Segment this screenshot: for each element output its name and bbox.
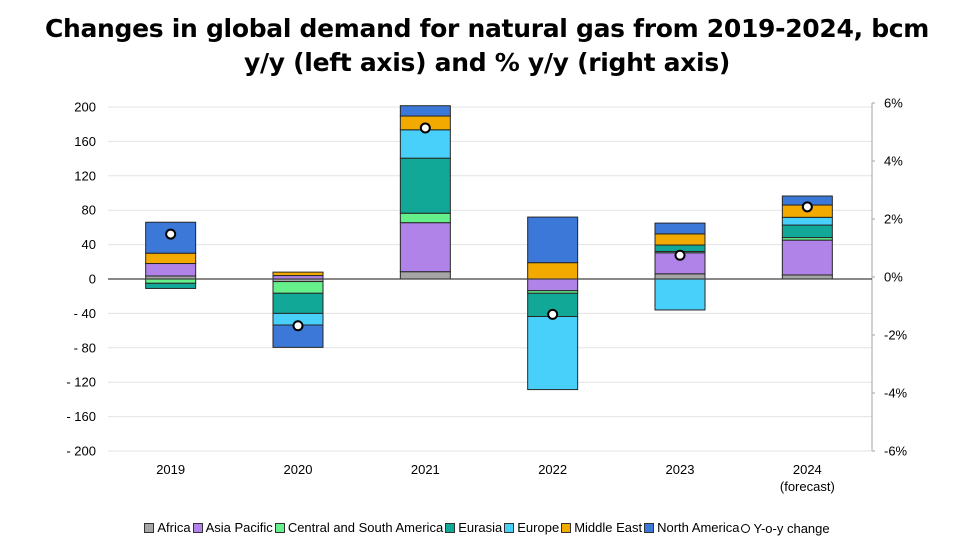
legend: Africa Asia Pacific Central and South Amer… [0,520,974,536]
bar-segment-africa [399,271,451,280]
legend-swatch [445,522,456,533]
y-tick-label: 200 [74,100,96,115]
y2-tick-label: -6% [884,444,908,459]
legend-item-north-america: North America [644,520,739,535]
bars [145,105,833,391]
bar-group-2020 [272,271,324,348]
bar-group-2022 [527,216,579,391]
y-tick-label: 120 [74,168,96,183]
legend-item-middle-east: Middle East [561,520,642,535]
legend-item-central-and-south-america: Central and South America [274,520,444,535]
bar-group-2021 [399,105,451,280]
legend-label: Europe [517,520,560,535]
bar-segment-middle-east [654,233,706,246]
y-tick-label: - 160 [66,409,96,424]
bar-segment-eurasia [145,282,197,289]
bar-segment-middle-east [272,271,324,277]
y2-tick-label: 2% [884,212,903,227]
bar-segment-asia-pacific [527,278,579,292]
bar-segment-africa [654,273,706,280]
y-tick-label: - 200 [66,444,96,459]
legend-label: Middle East [574,520,643,535]
yoy-points [165,122,813,332]
bar-segment-asia-pacific [145,263,197,277]
y-tick-label: - 120 [66,375,96,390]
legend-label: North America [657,520,740,535]
y2-tick-label: 0% [884,270,903,285]
y2-tick-label: -4% [884,386,908,401]
bar-segment-asia-pacific [781,239,833,276]
y-tick-label: 80 [82,203,96,218]
gridlines [108,106,872,452]
y-axis-left: 200 160 120 80 40 0 - 40 - 80 - 120 - 160 - 200 [66,100,96,459]
y2-tick-label: -2% [884,328,908,343]
legend-item-asia-pacific: Asia Pacific [192,520,273,535]
y-axis-right: 6% 4% 2% 0% -2% -4% -6% [871,96,908,459]
legend-swatch [274,522,285,533]
bar-segment-eurasia [781,224,833,239]
x-tick-label: 2022 [538,462,567,477]
y-tick-label: - 80 [74,340,96,355]
chart-title-line-2: y/y (left axis) and % y/y (right axis) [243,48,731,77]
bar-segment-middle-east [527,262,579,280]
bar-segment-middle-east [145,252,197,265]
chart-title: Changes in global demand for natural gas… [0,12,974,80]
x-tick-sublabel: (forecast) [780,479,835,494]
legend-item-europe: Europe [504,520,559,535]
y-tick-label: - 40 [74,306,96,321]
y-tick-label: 160 [74,134,96,149]
legend-swatch [192,522,203,533]
yoy-point [674,249,686,261]
legend-swatch [644,522,655,533]
x-tick-label: 2024 [793,462,822,477]
yoy-point [419,122,431,134]
y2-tick-label: 6% [884,96,903,111]
bar-segment-europe [399,129,451,159]
bar-group-2019 [145,221,197,289]
bar-segment-eurasia [399,157,451,214]
legend-label: Eurasia [458,520,503,535]
legend-swatch [144,522,155,533]
legend-circle-marker [741,523,751,533]
legend-item-yoy-change: Y-o-y change [741,520,830,536]
bar-segment-asia-pacific [399,222,451,273]
bar-segment-central-and-south-america [272,281,324,294]
yoy-point [547,308,559,320]
yoy-point [801,201,813,213]
y-tick-label: 0 [89,272,96,287]
yoy-point [292,320,304,332]
chart-title-line-1: Changes in global demand for natural gas… [44,14,930,43]
bar-group-2023 [654,222,706,311]
x-tick-label: 2023 [666,462,695,477]
legend-item-eurasia: Eurasia [445,520,502,535]
legend-label: Y-o-y change [753,520,830,536]
bar-segment-eurasia [272,292,324,314]
legend-item-africa: Africa [144,520,191,535]
legend-swatch [504,522,515,533]
legend-label: Asia Pacific [205,520,273,535]
x-axis: 2019 2020 2021 2022 2023 2024 (forecast) [156,462,835,494]
bar-segment-europe [527,315,579,391]
bar-segment-north-america [654,222,706,235]
bar-segment-north-america [527,216,579,264]
legend-label: Africa [157,520,191,535]
x-tick-label: 2019 [156,462,185,477]
yoy-point [165,228,177,240]
legend-label: Central and South America [287,520,444,535]
bar-segment-north-america [399,105,451,117]
legend-swatch [561,522,572,533]
x-tick-label: 2020 [284,462,313,477]
bar-segment-europe [654,278,706,311]
y2-tick-label: 4% [884,154,903,169]
y-tick-label: 40 [82,237,96,252]
x-tick-label: 2021 [411,462,440,477]
bar-segment-central-and-south-america [399,212,451,224]
bar-segment-europe [781,216,833,226]
